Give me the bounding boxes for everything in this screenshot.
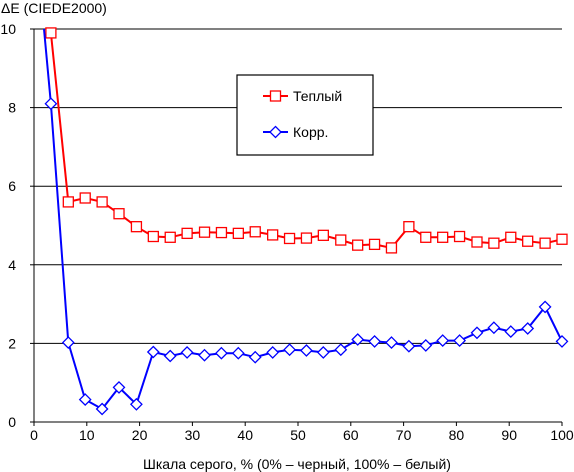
- x-tick-label: 0: [30, 427, 38, 443]
- data-point: [402, 339, 416, 353]
- data-point: [266, 345, 280, 359]
- series-layer: [42, 27, 569, 416]
- x-tick-label: 10: [79, 427, 95, 443]
- data-point: [181, 227, 193, 240]
- data-point: [385, 242, 398, 254]
- data-point: [437, 231, 449, 243]
- data-point: [556, 233, 568, 245]
- data-point: [299, 344, 313, 357]
- y-tick-label: 8: [8, 100, 16, 116]
- x-tick-label: 50: [290, 427, 306, 443]
- data-point: [214, 346, 228, 360]
- legend-label-teplyy: Теплый: [293, 88, 342, 104]
- data-point: [505, 231, 517, 243]
- data-point: [248, 350, 262, 364]
- data-point: [61, 336, 75, 350]
- data-point: [419, 338, 433, 352]
- data-point: [385, 336, 398, 350]
- data-point: [317, 229, 329, 241]
- y-tick-label: 0: [8, 414, 16, 430]
- x-tick-label: 100: [550, 427, 574, 443]
- data-point: [436, 334, 450, 348]
- data-point: [147, 230, 159, 243]
- data-point: [316, 345, 330, 359]
- data-point: [215, 226, 228, 239]
- data-point: [453, 334, 467, 348]
- data-point: [453, 230, 466, 243]
- y-tick-label: 4: [8, 257, 16, 273]
- x-tick-label: 90: [501, 427, 517, 443]
- x-axis-title: Шкала серого, % (0% – черный, 100% – бел…: [143, 456, 451, 472]
- data-point: [488, 237, 500, 249]
- data-point: [130, 221, 143, 233]
- data-point: [538, 300, 552, 314]
- data-point: [522, 235, 534, 247]
- data-point: [267, 229, 279, 241]
- legend-box: [236, 74, 374, 156]
- data-point: [129, 397, 143, 411]
- legend-label-korr: Корр.: [293, 124, 328, 140]
- data-point: [163, 349, 177, 363]
- data-point: [539, 237, 551, 249]
- data-point: [334, 343, 348, 357]
- data-point: [487, 321, 501, 335]
- data-point: [44, 97, 58, 111]
- data-point: [555, 334, 569, 348]
- data-point: [79, 192, 91, 204]
- data-point: [352, 239, 364, 251]
- data-point: [521, 322, 535, 335]
- data-point: [368, 238, 381, 251]
- y-tick-labels: 0 2 4 6 8 10: [0, 21, 34, 430]
- series-teplyy: [45, 27, 568, 254]
- x-tick-label: 40: [237, 427, 253, 443]
- data-point: [368, 334, 382, 348]
- legend-marker-korr: [269, 125, 282, 139]
- x-tick-label: 60: [343, 427, 359, 443]
- data-point: [180, 345, 194, 359]
- data-point: [471, 236, 483, 248]
- data-point: [420, 231, 432, 243]
- data-point: [198, 348, 211, 362]
- legend-marker-teplyy: [269, 90, 282, 102]
- data-point: [403, 221, 415, 233]
- data-point: [351, 333, 365, 346]
- x-tick-label: 70: [396, 427, 412, 443]
- data-point: [112, 380, 126, 394]
- y-tick-label: 6: [8, 178, 16, 194]
- data-point: [283, 343, 297, 357]
- data-point: [78, 393, 92, 407]
- data-point: [164, 231, 176, 243]
- y-axis-title: ΔE (CIEDE2000): [1, 0, 107, 16]
- data-point: [470, 326, 484, 340]
- data-point: [283, 232, 296, 245]
- data-point: [232, 227, 244, 240]
- series-korr: [42, 29, 569, 416]
- legend: Теплый Корр.: [236, 74, 374, 156]
- x-tick-label: 80: [449, 427, 465, 443]
- data-point: [45, 27, 57, 39]
- data-point: [300, 232, 313, 244]
- data-point: [335, 234, 347, 246]
- data-point: [198, 226, 211, 238]
- data-point: [95, 402, 109, 416]
- data-point: [231, 346, 245, 360]
- y-tick-label: 10: [0, 21, 16, 37]
- x-tick-label: 20: [132, 427, 148, 443]
- data-point: [113, 208, 125, 220]
- data-point: [504, 325, 518, 339]
- data-point: [146, 345, 160, 359]
- data-point: [249, 226, 261, 238]
- x-tick-labels: 0 10 20 30 40 50 60 70 80 90 100: [30, 422, 574, 443]
- data-point: [62, 196, 74, 208]
- y-tick-label: 2: [8, 335, 16, 351]
- x-tick-label: 30: [185, 427, 201, 443]
- data-point: [96, 196, 108, 208]
